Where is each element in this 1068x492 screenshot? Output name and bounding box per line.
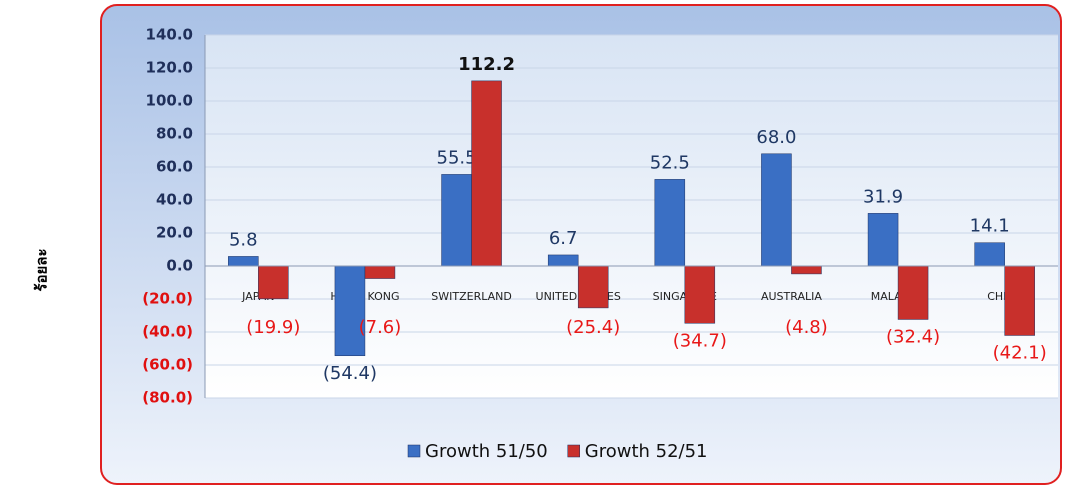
y-tick-label: (40.0) <box>142 323 193 341</box>
data-label: 68.0 <box>756 127 796 148</box>
legend-swatch <box>407 444 421 458</box>
bar <box>897 265 929 320</box>
y-tick-label: 120.0 <box>146 59 193 77</box>
data-label: 5.8 <box>229 229 258 250</box>
data-label: 52.5 <box>650 152 690 173</box>
bar <box>761 153 792 267</box>
legend-swatch <box>567 444 580 458</box>
bar <box>228 256 259 267</box>
legend-label: Growth 52/51 <box>585 441 708 462</box>
data-label: (32.4) <box>886 326 940 347</box>
bar <box>547 254 579 267</box>
data-label: (4.8) <box>785 317 828 338</box>
bar <box>258 265 289 300</box>
data-label: (54.4) <box>323 363 377 384</box>
bar <box>471 80 502 267</box>
bar <box>867 213 899 267</box>
data-label: 112.2 <box>458 54 515 75</box>
y-tick-label: 100.0 <box>146 92 193 110</box>
data-label: (42.1) <box>993 342 1047 363</box>
y-tick-label: 40.0 <box>156 191 193 209</box>
data-label: (7.6) <box>359 317 402 338</box>
y-axis-label: ร้อยละ <box>33 248 51 291</box>
y-tick-label: 80.0 <box>156 125 193 143</box>
x-tick-label: SWITZERLAND <box>431 290 512 303</box>
bar <box>974 242 1005 267</box>
y-tick-label: (20.0) <box>142 290 193 308</box>
bar <box>1004 265 1035 336</box>
bar <box>791 265 822 275</box>
bar <box>441 174 472 267</box>
data-label: (25.4) <box>566 317 620 338</box>
legend-label: Growth 51/50 <box>425 441 548 462</box>
data-label: 55.5 <box>437 147 477 168</box>
y-tick-label: 140.0 <box>146 26 193 44</box>
data-label: (19.9) <box>246 317 300 338</box>
y-tick-label: 0.0 <box>166 257 193 275</box>
bar <box>364 265 396 279</box>
data-label: 14.1 <box>970 216 1010 237</box>
y-tick-label: 60.0 <box>156 158 193 176</box>
bar <box>577 265 609 309</box>
bar <box>654 179 686 267</box>
data-label: 6.7 <box>549 228 578 249</box>
bar <box>334 265 366 357</box>
y-tick-label: (60.0) <box>142 356 193 374</box>
bar <box>684 265 716 324</box>
data-label: 31.9 <box>863 186 903 207</box>
y-tick-label: (80.0) <box>142 389 193 407</box>
y-tick-label: 20.0 <box>156 224 193 242</box>
x-tick-label: AUSTRALIA <box>761 290 822 303</box>
data-label: (34.7) <box>673 330 727 351</box>
